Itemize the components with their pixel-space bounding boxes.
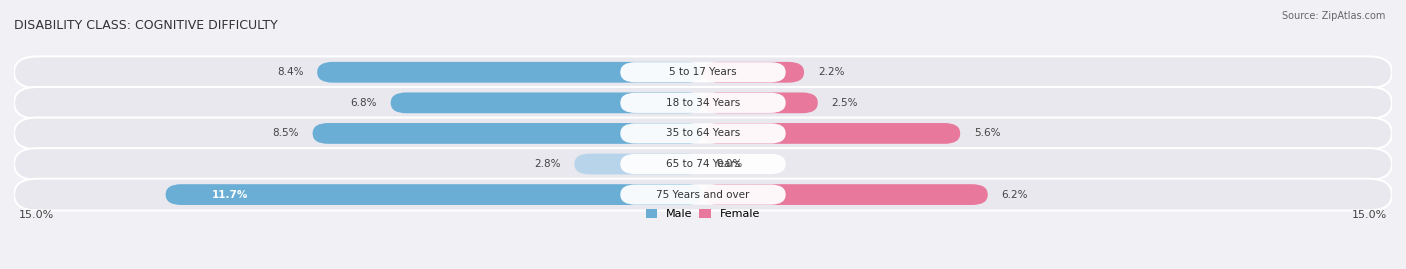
FancyBboxPatch shape — [620, 185, 786, 205]
Text: DISABILITY CLASS: COGNITIVE DIFFICULTY: DISABILITY CLASS: COGNITIVE DIFFICULTY — [14, 19, 278, 32]
FancyBboxPatch shape — [14, 56, 1392, 88]
FancyBboxPatch shape — [703, 93, 818, 113]
Text: 6.8%: 6.8% — [350, 98, 377, 108]
Text: 2.5%: 2.5% — [831, 98, 858, 108]
Text: 15.0%: 15.0% — [18, 210, 53, 220]
Text: 35 to 64 Years: 35 to 64 Years — [666, 128, 740, 139]
Text: 18 to 34 Years: 18 to 34 Years — [666, 98, 740, 108]
FancyBboxPatch shape — [703, 184, 988, 205]
FancyBboxPatch shape — [620, 62, 786, 82]
FancyBboxPatch shape — [620, 93, 786, 113]
Text: Source: ZipAtlas.com: Source: ZipAtlas.com — [1281, 11, 1385, 21]
Text: 11.7%: 11.7% — [211, 190, 247, 200]
FancyBboxPatch shape — [14, 179, 1392, 210]
FancyBboxPatch shape — [14, 87, 1392, 119]
FancyBboxPatch shape — [14, 118, 1392, 149]
Text: 65 to 74 Years: 65 to 74 Years — [666, 159, 740, 169]
FancyBboxPatch shape — [318, 62, 703, 83]
Text: 0.0%: 0.0% — [717, 159, 742, 169]
FancyBboxPatch shape — [620, 123, 786, 144]
FancyBboxPatch shape — [14, 148, 1392, 180]
Text: 8.4%: 8.4% — [277, 67, 304, 77]
FancyBboxPatch shape — [391, 93, 703, 113]
Text: 6.2%: 6.2% — [1001, 190, 1028, 200]
FancyBboxPatch shape — [166, 184, 703, 205]
Legend: Male, Female: Male, Female — [641, 205, 765, 224]
FancyBboxPatch shape — [575, 154, 703, 174]
Text: 75 Years and over: 75 Years and over — [657, 190, 749, 200]
FancyBboxPatch shape — [703, 123, 960, 144]
Text: 5 to 17 Years: 5 to 17 Years — [669, 67, 737, 77]
FancyBboxPatch shape — [312, 123, 703, 144]
Text: 5.6%: 5.6% — [974, 128, 1001, 139]
FancyBboxPatch shape — [620, 154, 786, 174]
Text: 8.5%: 8.5% — [273, 128, 299, 139]
FancyBboxPatch shape — [703, 62, 804, 83]
Text: 2.8%: 2.8% — [534, 159, 561, 169]
Text: 2.2%: 2.2% — [818, 67, 845, 77]
Text: 15.0%: 15.0% — [1353, 210, 1388, 220]
